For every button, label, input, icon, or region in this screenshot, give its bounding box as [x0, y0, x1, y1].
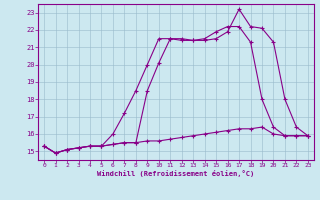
- X-axis label: Windchill (Refroidissement éolien,°C): Windchill (Refroidissement éolien,°C): [97, 170, 255, 177]
